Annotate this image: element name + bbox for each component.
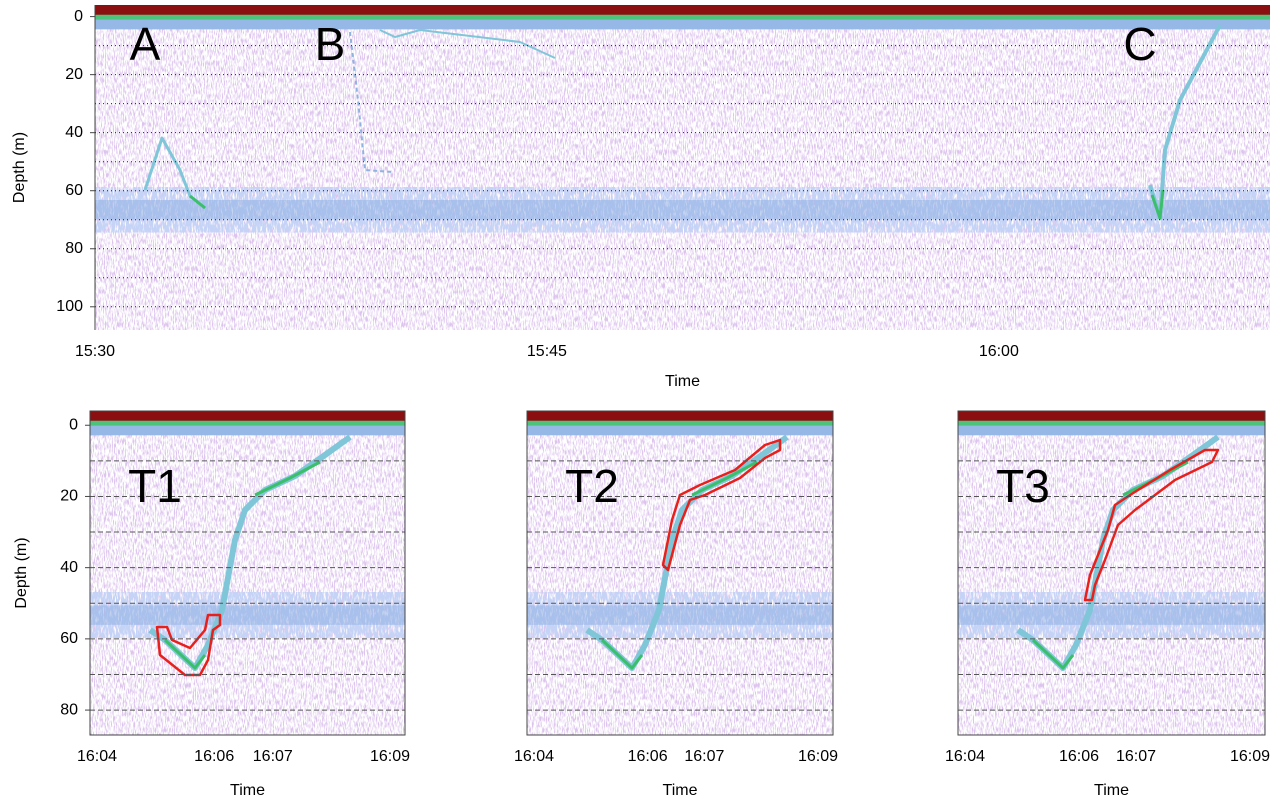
trace (189, 194, 206, 210)
x-tick-label: 16:04 (77, 748, 117, 765)
y-tick-label: 60 (65, 182, 83, 199)
x-tick-label: 16:04 (945, 748, 985, 765)
echogram (95, 5, 1270, 330)
x-axis-label: Time (665, 373, 700, 390)
echo-speckle (90, 411, 405, 735)
x-tick-label: 16:09 (370, 748, 410, 765)
x-axis-label: Time (230, 782, 265, 799)
selection-outlines (155, 438, 1220, 677)
x-tick-label: 16:06 (1059, 748, 1099, 765)
surface-red (527, 411, 833, 421)
x-axis-label: Time (663, 782, 698, 799)
x-tick-label: 15:45 (527, 343, 567, 360)
y-axis-label: Depth (m) (13, 537, 30, 608)
x-tick-label: 16:00 (979, 343, 1019, 360)
echo-band (95, 200, 1270, 220)
y-tick-label: 20 (65, 66, 83, 83)
panel-label: T2 (565, 460, 619, 512)
outline (1083, 448, 1220, 602)
traces (143, 24, 1222, 677)
x-tick-label: 16:07 (684, 748, 724, 765)
y-axis-label: Depth (m) (11, 132, 28, 203)
echogram (90, 411, 405, 735)
plot-frame (526, 410, 834, 736)
x-tick-label: 16:07 (1116, 748, 1156, 765)
x-tick-label: 16:04 (514, 748, 554, 765)
echo-speckle (527, 411, 833, 735)
surface-red (95, 5, 1270, 15)
x-tick-label: 16:09 (1230, 748, 1270, 765)
echo-band (90, 605, 405, 625)
y-tick-label: 60 (60, 630, 78, 647)
plot-frame (89, 410, 406, 736)
y-tick-label: 20 (60, 488, 78, 505)
trace (379, 29, 556, 59)
outline (155, 613, 222, 677)
panel-label: T1 (128, 460, 182, 512)
x-axis-label: Time (1094, 782, 1129, 799)
echo-speckle (95, 5, 1270, 330)
trace (1150, 189, 1165, 220)
panel-label: C (1123, 18, 1156, 70)
y-tick-label: 0 (74, 8, 83, 25)
y-tick-label: 40 (60, 559, 78, 576)
panel-label: A (130, 18, 161, 70)
trace-group (148, 434, 352, 671)
echo-speckle (958, 411, 1265, 735)
surface-green (958, 419, 1265, 426)
surface-green (95, 13, 1270, 20)
outline (661, 438, 782, 572)
surface-red (90, 411, 405, 421)
y-tick-label: 100 (56, 298, 83, 315)
echogram (527, 411, 833, 735)
plot-frame (957, 410, 1266, 736)
panel-label: B (315, 18, 346, 70)
echo-band (527, 605, 833, 625)
y-tick-label: 40 (65, 124, 83, 141)
x-tick-label: 16:09 (798, 748, 838, 765)
surface-green (90, 419, 405, 426)
panel-label: T3 (996, 460, 1050, 512)
y-tick-label: 80 (65, 240, 83, 257)
y-tick-label: 0 (69, 416, 78, 433)
x-tick-label: 16:07 (253, 748, 293, 765)
surface-red (958, 411, 1265, 421)
echogram (958, 411, 1265, 735)
x-tick-label: 16:06 (628, 748, 668, 765)
echo-band (958, 605, 1265, 625)
surface-green (527, 419, 833, 426)
y-tick-label: 80 (60, 701, 78, 718)
x-tick-label: 16:06 (194, 748, 234, 765)
x-tick-label: 15:30 (75, 343, 115, 360)
